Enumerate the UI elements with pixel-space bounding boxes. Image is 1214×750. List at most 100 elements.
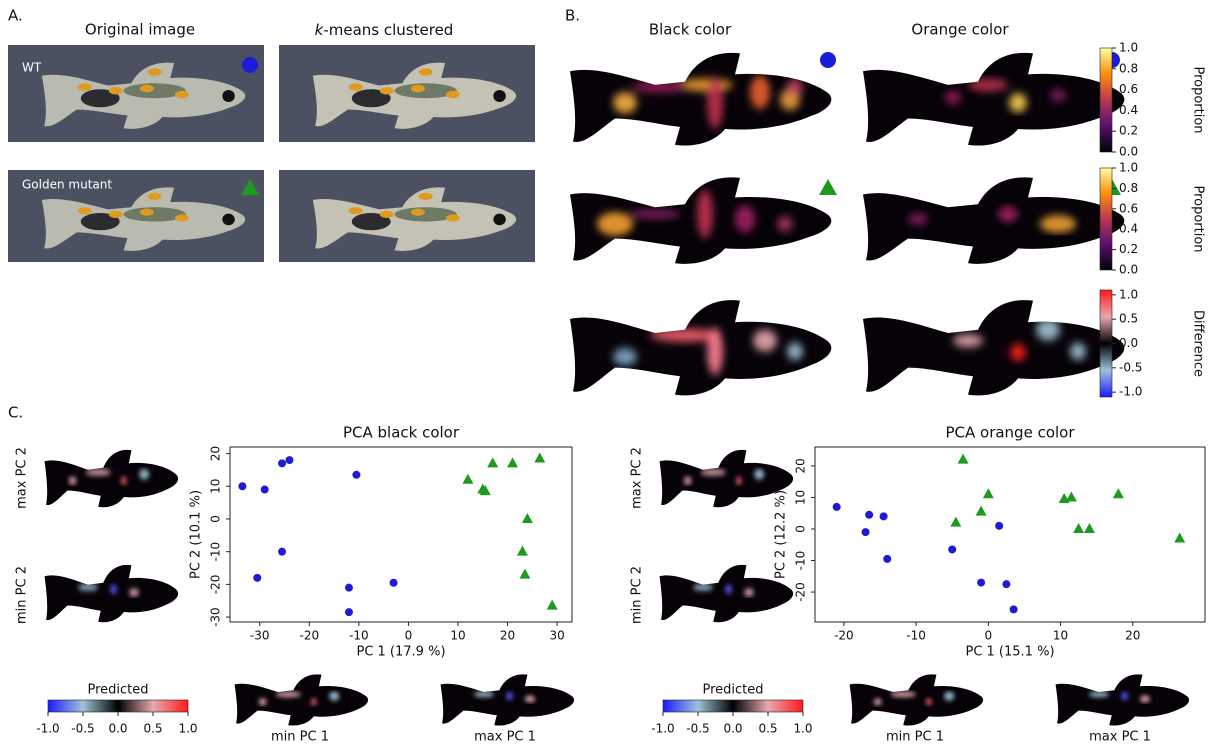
fish-image — [44, 564, 179, 623]
fish-image — [849, 674, 984, 726]
group-icon — [242, 57, 258, 73]
colorbar-tick-label: 1.0 — [1119, 287, 1138, 301]
fish-body — [44, 449, 179, 508]
colorbar-tick-label: 0.0 — [1119, 145, 1138, 159]
heat-blob — [1120, 692, 1129, 701]
fish-heat — [1088, 691, 1151, 703]
heat-blob — [873, 698, 882, 706]
colorbar-tick-label: 0.4 — [1119, 103, 1138, 117]
x-tick-label: -10 — [906, 629, 926, 643]
colorbar-label: Proportion — [1191, 66, 1206, 133]
colorbar-tick-label: 0.8 — [1119, 61, 1138, 75]
fish-eye — [493, 90, 506, 102]
colorbar-tick-label: 1.0 — [793, 722, 812, 736]
data-point — [344, 608, 353, 617]
fish-patch — [394, 207, 457, 222]
heat-blob — [890, 691, 916, 698]
fish-spot — [445, 90, 460, 99]
colorbar — [1099, 167, 1113, 271]
y-tick-label: -10 — [209, 542, 223, 562]
side-label: max PC 2 — [630, 447, 645, 509]
colorbar-tick-label: 0.0 — [723, 722, 742, 736]
heat-blob — [310, 698, 317, 706]
fish-body — [570, 52, 832, 146]
y-tick-label: 0 — [794, 525, 808, 533]
fish-image — [863, 52, 1125, 146]
panel-label: B. — [565, 7, 580, 25]
heat-blob — [524, 695, 536, 703]
chart-title: PCA black color — [343, 424, 460, 442]
fish-heat — [873, 691, 955, 706]
heat-blob — [597, 212, 633, 236]
data-point — [832, 502, 841, 511]
fish-eye — [222, 213, 235, 226]
fish-spot — [147, 192, 162, 200]
fish-patch — [123, 83, 186, 99]
group-icon — [820, 52, 836, 68]
y-tick-label: 0 — [209, 515, 223, 523]
x-tick-label: -30 — [250, 629, 270, 643]
heat-blob — [925, 698, 932, 706]
data-point — [861, 528, 870, 537]
x-axis-label: PC 1 (17.9 %) — [356, 645, 445, 660]
data-point — [278, 547, 287, 556]
fish-image — [41, 62, 246, 129]
fish-body — [849, 674, 984, 726]
data-point — [260, 485, 269, 494]
fish-image — [312, 62, 517, 129]
fish-body — [863, 177, 1125, 264]
data-point — [479, 485, 491, 496]
heat-blob — [473, 691, 495, 698]
fish-spot — [108, 210, 123, 218]
heat-blob — [724, 584, 733, 594]
fish-heat — [68, 469, 150, 485]
colorbar-tick-label: -1.0 — [36, 722, 59, 736]
panel-label: C. — [8, 404, 23, 422]
colorbar-tick-label: 0.4 — [1119, 222, 1138, 236]
heat-blob — [613, 348, 637, 366]
data-point — [879, 512, 888, 521]
data-point — [519, 568, 531, 579]
heat-blob — [128, 588, 140, 597]
x-tick-label: 10 — [1053, 629, 1068, 643]
heat-blob — [968, 78, 1008, 92]
colorbar-tick-label: 1.0 — [178, 722, 197, 736]
data-point — [1065, 491, 1077, 502]
group-icon — [241, 179, 259, 195]
colorbar-tick-label: -0.5 — [1119, 360, 1142, 374]
fish-body — [570, 300, 832, 396]
data-point — [995, 521, 1004, 530]
heat-blob — [1139, 695, 1151, 703]
y-tick-label: 10 — [209, 479, 223, 494]
data-point — [462, 473, 474, 484]
fish-spot — [418, 192, 433, 200]
data-point — [516, 545, 528, 556]
heat-blob — [329, 691, 340, 701]
fish-spot — [77, 83, 92, 91]
data-point — [1112, 488, 1124, 499]
y-tick-label: 10 — [794, 490, 808, 505]
column-title: Orange color — [911, 21, 1009, 39]
data-point — [278, 459, 287, 468]
heat-blob — [1010, 343, 1026, 362]
fish-heat — [613, 327, 803, 376]
y-tick-label: -30 — [209, 607, 223, 627]
heat-blob — [697, 189, 713, 239]
colorbar-tick-label: -1.0 — [651, 722, 674, 736]
heat-blob — [85, 469, 112, 476]
data-point — [487, 457, 499, 468]
colorbar-tick-label: -1.0 — [1119, 385, 1142, 399]
fish-heat — [945, 78, 1066, 113]
heat-blob — [735, 205, 755, 233]
colorbar-tick-label: 0.5 — [1119, 312, 1138, 326]
fish-spot — [348, 83, 363, 91]
fish-image — [44, 449, 179, 508]
colorbar-label: Proportion — [1191, 185, 1206, 252]
fish-body — [44, 564, 179, 623]
heat-blob — [787, 342, 803, 361]
fish-heat — [613, 75, 803, 129]
fish-spot — [379, 210, 394, 218]
heat-blob — [1009, 93, 1027, 113]
data-point — [546, 599, 558, 610]
